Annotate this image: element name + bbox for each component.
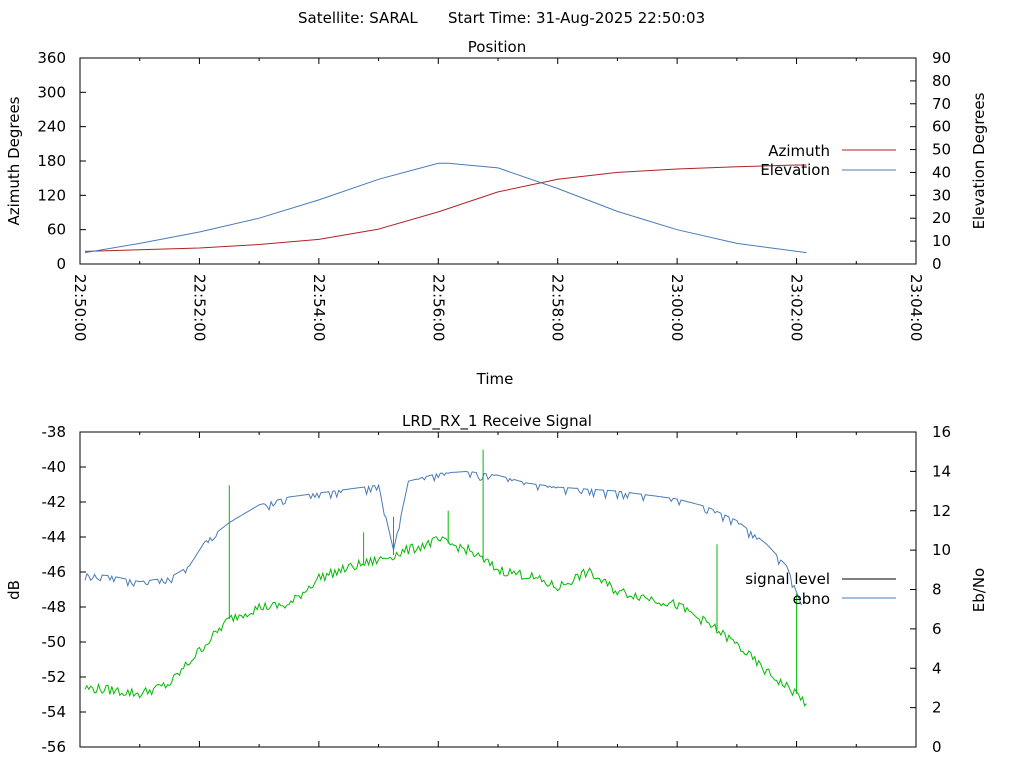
signal-right-tick-label: 2	[932, 699, 942, 717]
signal-right-axis-title: Eb/No	[970, 568, 988, 612]
position-right-axis-title: Elevation Degrees	[970, 92, 988, 229]
signal-left-axis: -38 -40 -42 -44 -46 -48 -50 -52 -54 -56	[42, 423, 86, 756]
signal-right-tick-label: 14	[932, 462, 951, 480]
signal-right-tick-label: 8	[932, 581, 942, 599]
signal-left-tick-label: -42	[42, 493, 67, 511]
signal-left-tick-label: -40	[42, 458, 67, 476]
signal-left-tick-label: -48	[42, 598, 67, 616]
position-left-tick-label: 360	[37, 49, 66, 67]
position-right-tick-label: 20	[932, 209, 951, 227]
position-right-axis: 0 10 20 30 40 50 60 70 80 90	[910, 49, 951, 273]
signal-left-tick-label: -44	[42, 528, 67, 546]
position-right-tick-label: 80	[932, 72, 951, 90]
signal-left-tick-label: -38	[42, 423, 67, 441]
signal-legend-ebno-label: ebno	[793, 590, 830, 608]
signal-left-tick-label: -46	[42, 563, 67, 581]
position-series-elevation-line	[84, 162, 807, 254]
position-left-tick-label: 120	[37, 186, 66, 204]
position-left-tick-label: 300	[37, 83, 66, 101]
position-time-tick-label: 23:00:00	[668, 274, 686, 341]
position-right-tick-label: 10	[932, 232, 951, 250]
signal-chart-title: LRD_RX_1 Receive Signal	[402, 412, 592, 431]
position-right-tick-label: 60	[932, 118, 951, 136]
position-time-axis-title: Time	[476, 370, 514, 388]
position-time-tick-label: 22:52:00	[190, 274, 208, 341]
signal-series	[84, 449, 807, 707]
position-left-tick-label: 60	[47, 221, 66, 239]
position-time-axis: 22:50:00 22:52:00 22:54:00 22:56:00 22:58:00…	[71, 58, 925, 341]
position-left-axis: 0 60 120 180 240 300 360	[37, 49, 86, 273]
position-time-tick-label: 22:54:00	[310, 274, 328, 341]
signal-left-axis-title: dB	[5, 580, 23, 600]
signal-right-axis: 16 14 12 10 8 6 4 2 0	[910, 423, 951, 756]
signal-right-tick-label: 0	[932, 738, 942, 756]
position-legend-azimuth-label: Azimuth	[768, 142, 830, 160]
signal-right-tick-label: 16	[932, 423, 951, 441]
signal-right-tick-label: 6	[932, 620, 942, 638]
position-left-tick-label: 180	[37, 152, 66, 170]
signal-left-tick-label: -50	[42, 633, 67, 651]
position-time-tick-label: 22:56:00	[429, 274, 447, 341]
position-series-azimuth-line	[84, 164, 807, 252]
header-start-time: Start Time: 31-Aug-2025 22:50:03	[448, 9, 705, 27]
signal-right-tick-label: 12	[932, 502, 951, 520]
position-left-axis-title: Azimuth Degrees	[5, 96, 23, 225]
signal-left-tick-label: -54	[42, 703, 67, 721]
signal-left-tick-label: -52	[42, 668, 67, 686]
signal-left-tick-label: -56	[42, 738, 67, 756]
signal-legend: signal level ebno	[745, 570, 896, 608]
position-legend-elevation-label: Elevation	[760, 161, 830, 179]
header-satellite: Satellite: SARAL	[298, 9, 418, 27]
position-chart: Position 0 60 120 180 240 300 360 0 10 20 30 40 50 6…	[5, 38, 988, 388]
position-right-tick-label: 70	[932, 95, 951, 113]
position-legend: Azimuth Elevation	[760, 142, 896, 179]
receive-signal-chart: LRD_RX_1 Receive Signal -38-40-42-44-46-…	[5, 412, 988, 756]
position-right-tick-label: 50	[932, 141, 951, 159]
position-chart-title: Position	[468, 38, 526, 56]
position-time-tick-label: 23:02:00	[788, 274, 806, 341]
position-right-tick-label: 90	[932, 49, 951, 67]
position-right-tick-label: 40	[932, 163, 951, 181]
signal-right-tick-label: 4	[932, 659, 942, 677]
position-right-tick-label: 30	[932, 186, 951, 204]
signal-series-ebno-line	[84, 470, 802, 606]
position-time-tick-label: 22:58:00	[549, 274, 567, 341]
signal-right-tick-label: 10	[932, 541, 951, 559]
position-time-tick-label: 23:04:00	[907, 274, 925, 341]
signal-legend-signal-level-label: signal level	[745, 570, 830, 588]
position-left-tick-label: 0	[56, 255, 66, 273]
position-series	[84, 162, 807, 254]
position-time-tick-label: 22:50:00	[71, 274, 89, 341]
position-right-tick-label: 0	[932, 255, 942, 273]
signal-series-green-line	[84, 536, 807, 707]
position-left-tick-label: 240	[37, 118, 66, 136]
signal-plot-frame	[79, 431, 917, 748]
signal-time-axis	[79, 432, 917, 747]
